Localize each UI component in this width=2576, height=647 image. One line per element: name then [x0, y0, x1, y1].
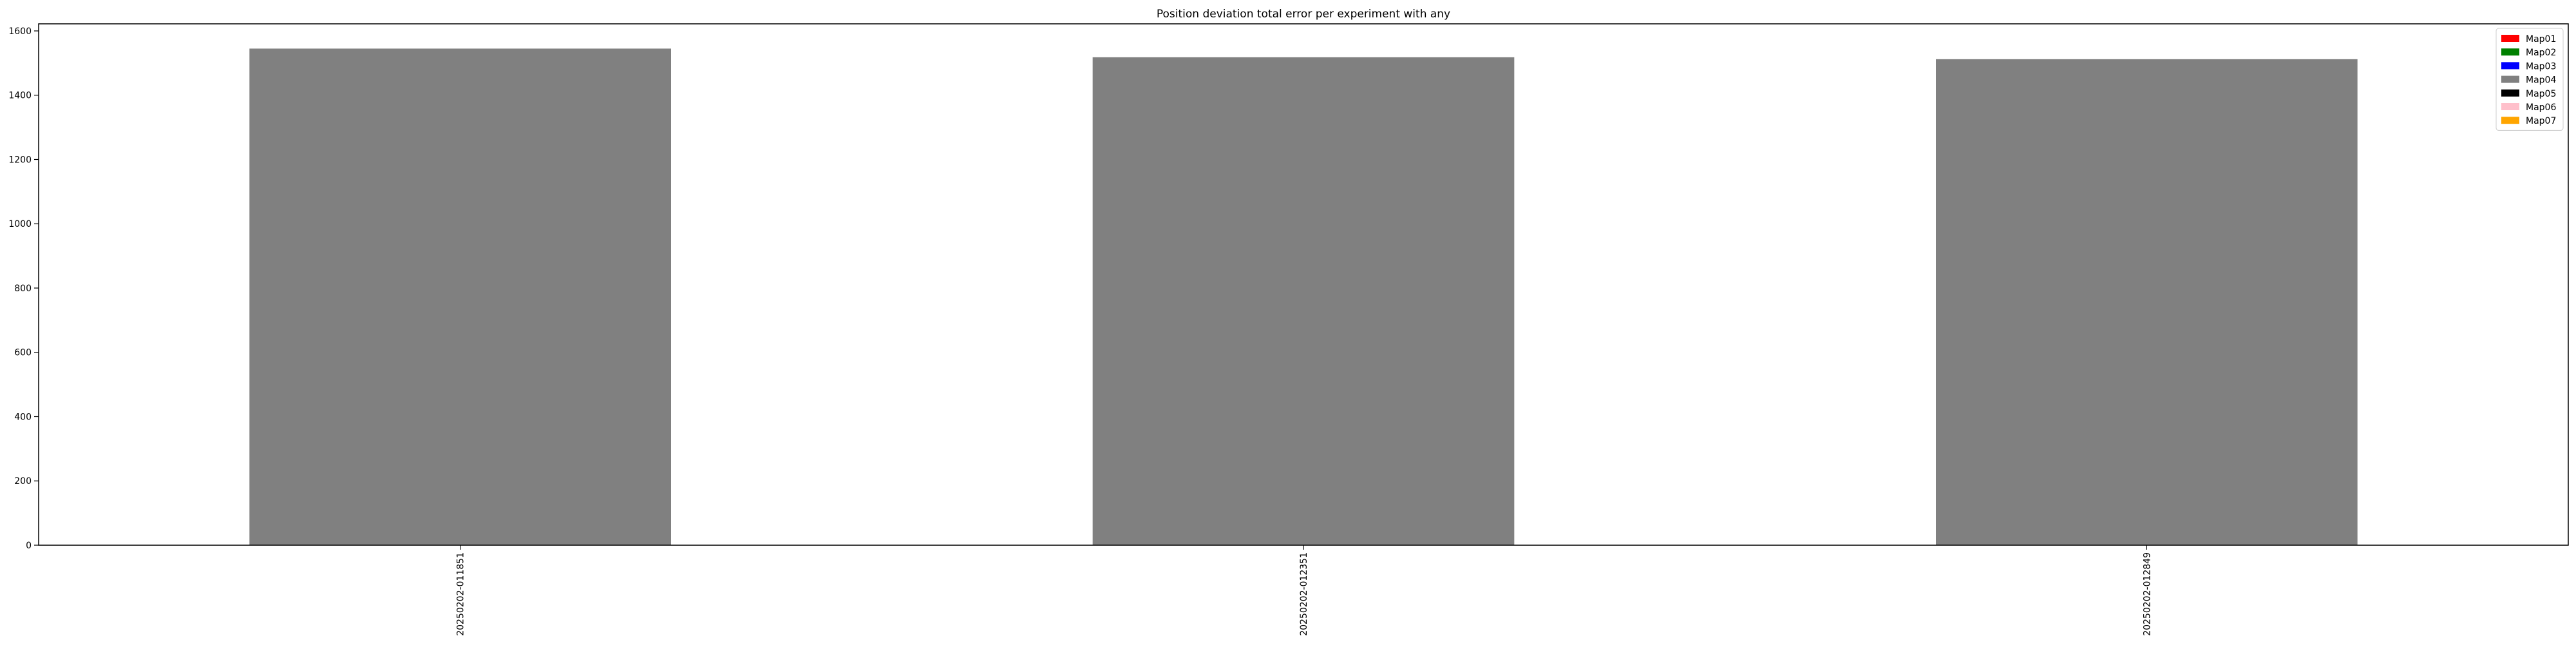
legend-label-map03: Map03	[2526, 61, 2556, 72]
legend-label-map07: Map07	[2526, 116, 2556, 126]
plot-frame	[38, 23, 2569, 546]
bar-map04-3	[1936, 59, 2358, 545]
x-tick-label: 20250202-012849	[2142, 552, 2152, 636]
y-tick-label: 400	[14, 412, 32, 422]
y-axis: 0 200 400 600 800 1000 1200 1400 1600	[8, 26, 39, 551]
x-tick-label: 20250202-012351	[1299, 552, 1309, 636]
y-tick-label: 1600	[8, 26, 32, 37]
legend-label-map02: Map02	[2526, 48, 2556, 58]
legend-swatch-map01	[2501, 35, 2519, 42]
y-tick-label: 1200	[8, 155, 32, 165]
y-tick-label: 1000	[8, 219, 32, 229]
plot-area	[249, 48, 2358, 546]
y-tick-label: 200	[14, 476, 32, 487]
y-tick-label: 0	[26, 541, 32, 551]
legend-swatch-map02	[2501, 48, 2519, 56]
bar-map04-1	[249, 48, 671, 546]
legend-swatch-map06	[2501, 103, 2519, 110]
legend-swatch-map05	[2501, 89, 2519, 97]
y-tick-label: 1400	[8, 91, 32, 101]
x-axis: 20250202-011851 20250202-012351 20250202-0…	[456, 545, 2152, 636]
legend-label-map04: Map04	[2526, 75, 2556, 86]
legend-swatch-map04	[2501, 75, 2519, 83]
bar-map04-2	[1092, 57, 1515, 545]
legend-swatch-map03	[2501, 62, 2519, 70]
legend: Map01 Map02 Map03 Map04 Map05 Map06 Map07	[2496, 28, 2564, 131]
x-tick-label: 20250202-011851	[456, 552, 466, 636]
legend-label-map01: Map01	[2526, 34, 2556, 44]
y-tick-label: 800	[14, 284, 32, 294]
y-tick-label: 600	[14, 348, 32, 358]
chart-title: Position deviation total error per exper…	[1157, 8, 1450, 21]
legend-label-map05: Map05	[2526, 89, 2556, 99]
legend-label-map06: Map06	[2526, 102, 2556, 113]
legend-swatch-map07	[2501, 117, 2519, 124]
